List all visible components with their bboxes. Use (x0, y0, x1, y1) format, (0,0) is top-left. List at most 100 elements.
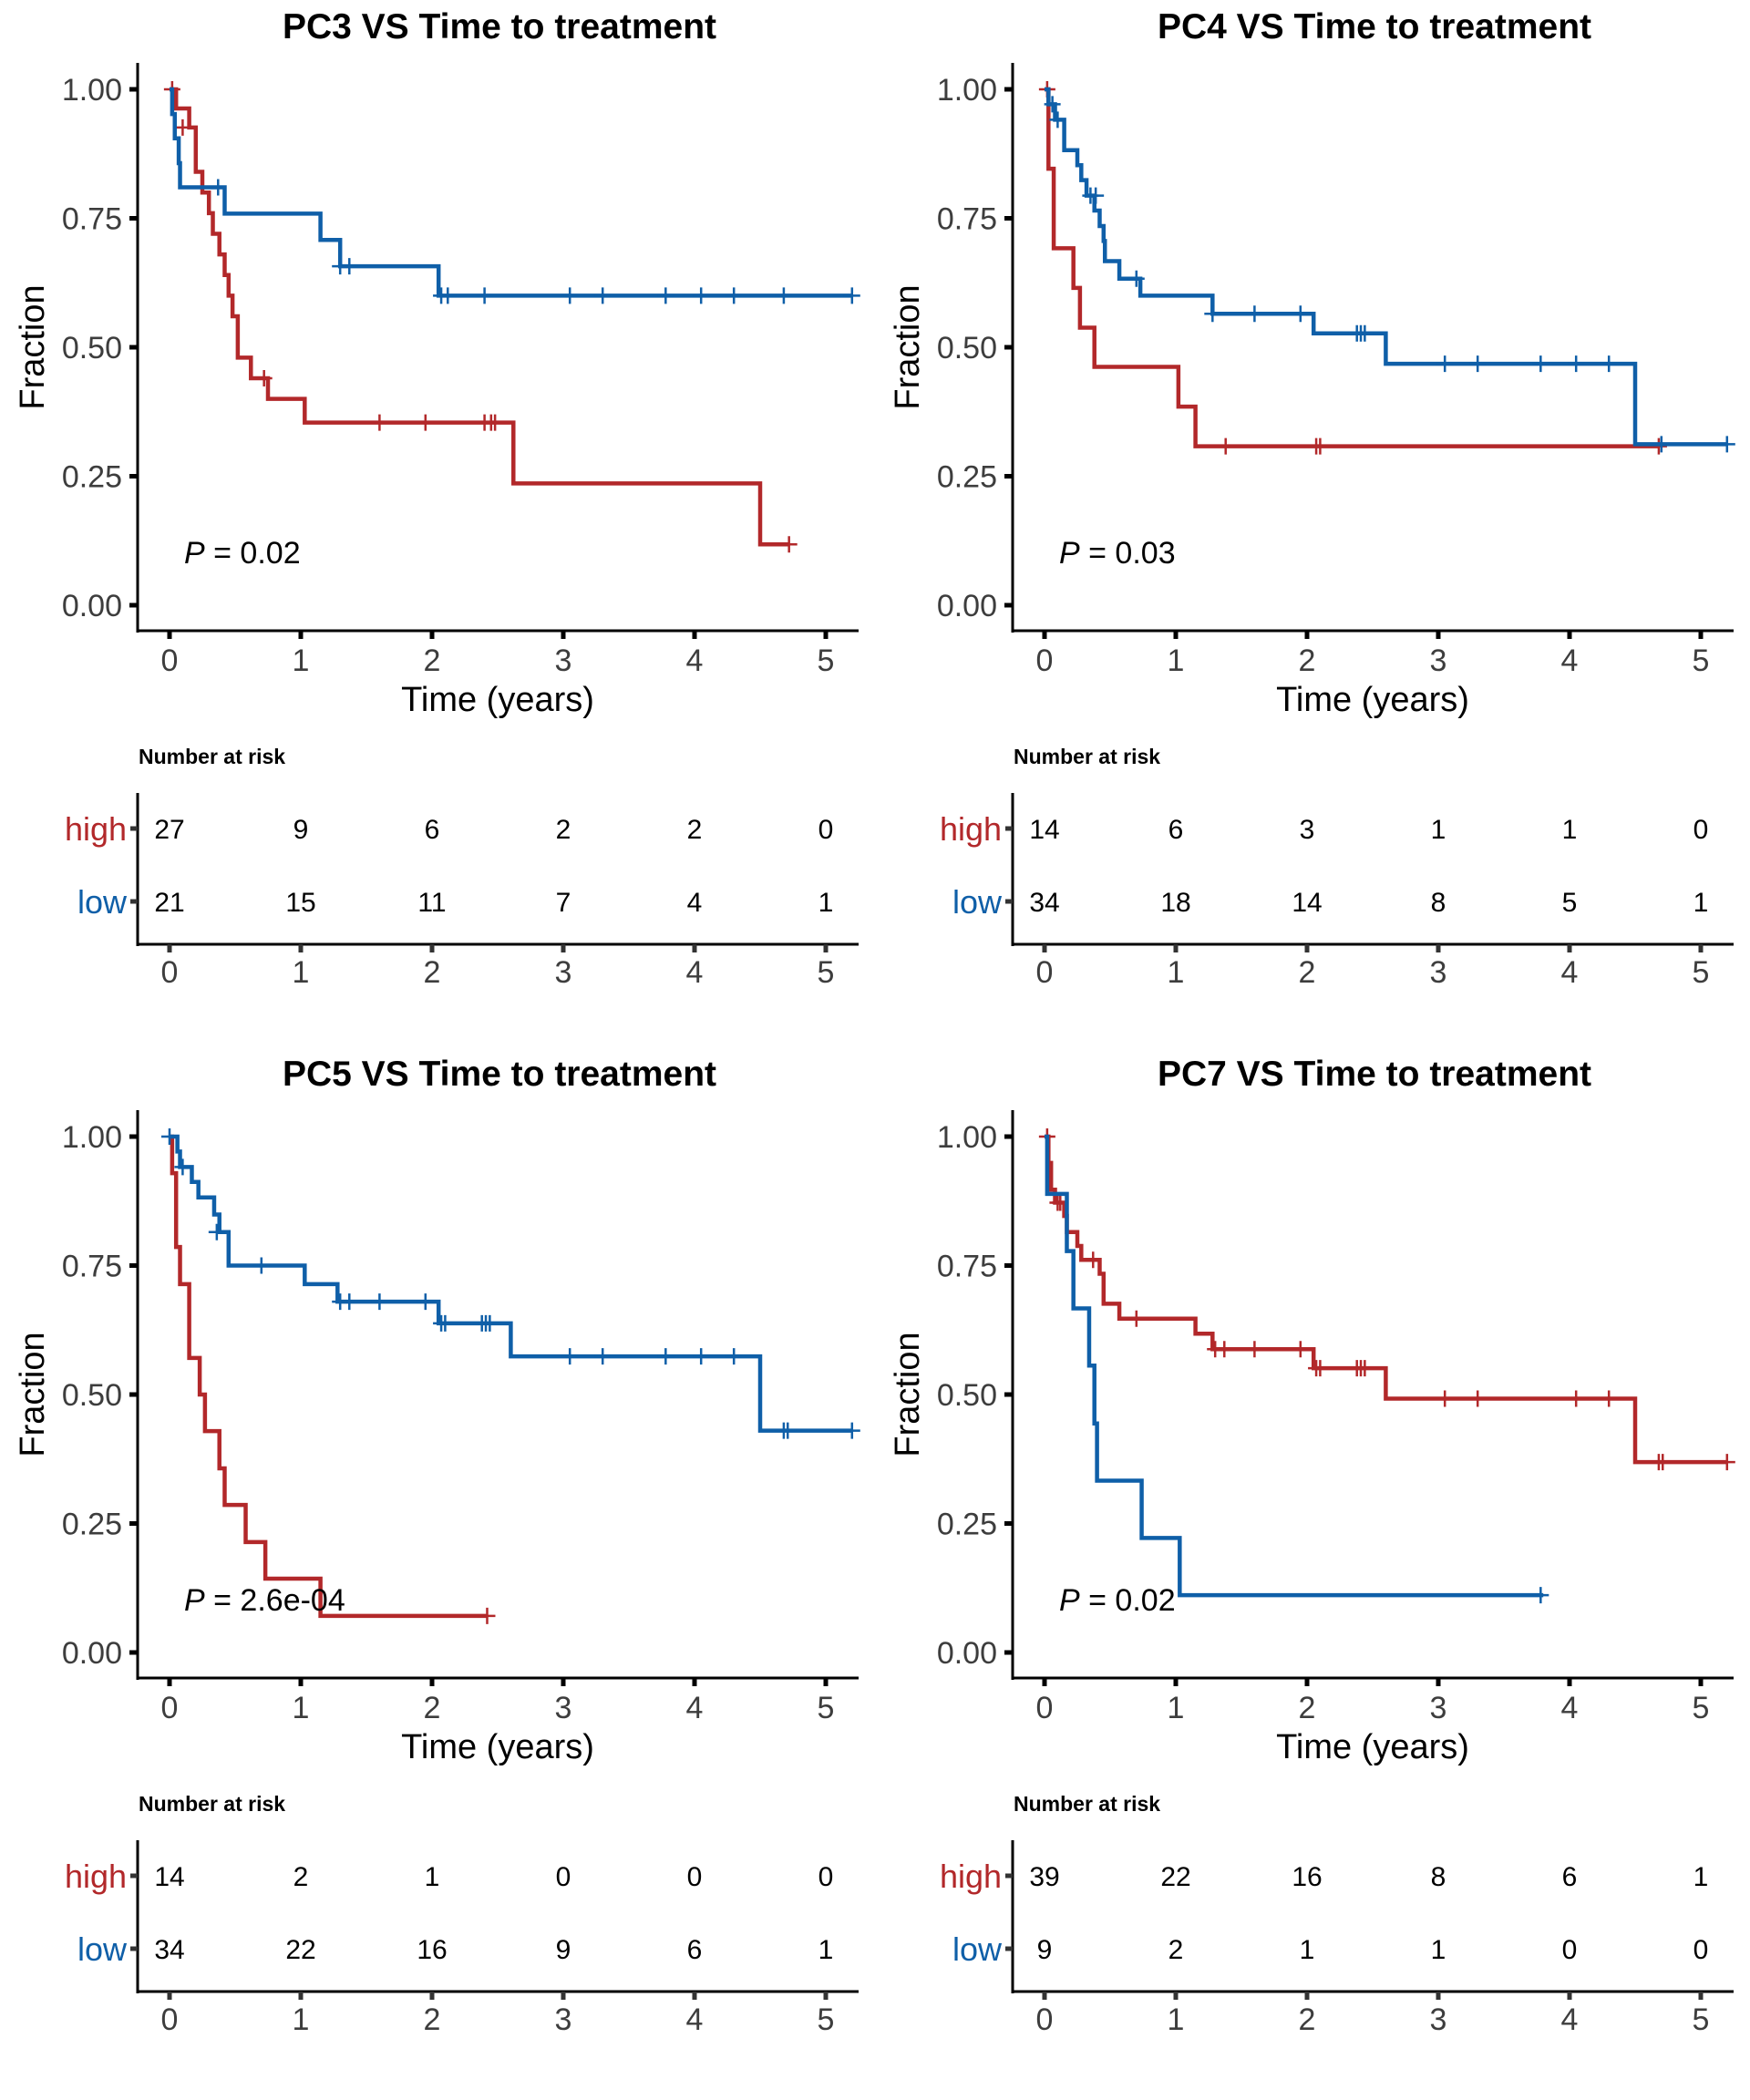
risk-x-tick-label: 2 (424, 955, 441, 990)
risk-count: 0 (1562, 1935, 1578, 1965)
censor-mark-low (561, 287, 579, 304)
risk-x-tick-label: 4 (686, 2002, 704, 2037)
risk-count: 39 (1029, 1862, 1059, 1892)
y-tick-label: 0.50 (937, 331, 997, 365)
x-tick-label: 3 (1430, 1691, 1447, 1725)
risk-count: 22 (1160, 1862, 1190, 1892)
p-label: P (184, 1583, 205, 1618)
risk-count: 1 (818, 888, 834, 918)
censor-mark-low (1204, 305, 1221, 323)
censor-mark-high (1246, 1341, 1263, 1358)
risk-count: 1 (1431, 815, 1446, 845)
censor-mark-low (341, 258, 358, 275)
risk-x-tick-label: 5 (818, 955, 835, 990)
risk-count: 7 (556, 888, 571, 918)
risk-x-tick-label: 4 (1561, 2002, 1579, 2037)
censor-mark-low (1532, 1587, 1549, 1604)
censor-mark-low (843, 287, 860, 304)
p-value: P = 0.03 (1059, 536, 1176, 571)
y-tick-label: 0.00 (62, 589, 122, 623)
x-tick-label: 0 (1036, 643, 1054, 678)
x-tick-label: 2 (1299, 1691, 1316, 1725)
risk-count: 34 (1029, 888, 1059, 918)
risk-count: 14 (154, 1862, 184, 1892)
censor-mark-low (439, 287, 457, 304)
km-panel-pc7: PC7 VS Time to treatment 0.00 0.25 0.50 0.75… (889, 1055, 1735, 2037)
y-tick-label: 1.00 (937, 1120, 997, 1155)
x-tick-label: 1 (293, 1691, 310, 1725)
censor-mark-low (1568, 355, 1585, 373)
x-axis-title: Time (years) (1276, 681, 1469, 719)
km-curve-high (1045, 1134, 1727, 1465)
risk-count: 0 (818, 815, 834, 845)
censor-mark-high (371, 414, 388, 431)
censor-mark-high (479, 1607, 496, 1624)
censor-mark-high (1601, 1390, 1618, 1407)
censor-mark-low (174, 1158, 191, 1176)
p-value: P = 0.02 (1059, 1583, 1176, 1618)
risk-count: 0 (1693, 1935, 1709, 1965)
x-tick-label: 5 (1693, 1691, 1710, 1725)
censor-mark-low (657, 1348, 674, 1365)
y-tick-label: 0.00 (62, 1636, 122, 1671)
y-tick-label: 0.50 (62, 331, 122, 365)
risk-count: 1 (1300, 1935, 1315, 1965)
y-tick-label: 0.25 (62, 460, 122, 495)
risk-count: 2 (1168, 1935, 1184, 1965)
risk-count: 16 (1292, 1862, 1322, 1892)
censor-mark-high (1356, 1360, 1374, 1377)
risk-x-tick-label: 0 (1036, 2002, 1054, 2037)
censor-mark-high (1650, 438, 1667, 455)
chart-title: PC4 VS Time to treatment (1158, 7, 1591, 46)
x-tick-label: 1 (293, 643, 310, 678)
risk-count: 14 (1029, 815, 1059, 845)
censor-mark-low (693, 1348, 710, 1365)
risk-x-tick-label: 1 (293, 2002, 310, 2037)
censor-mark-high (1292, 1341, 1309, 1358)
risk-x-tick-label: 5 (1693, 955, 1710, 990)
censor-mark-low (1127, 270, 1145, 287)
risk-table-title: Number at risk (139, 1792, 285, 1816)
km-curve-low (170, 1134, 852, 1433)
km-curve-high (1045, 87, 1659, 448)
x-axis-title: Time (years) (1276, 1728, 1469, 1766)
y-axis-title: Fraction (889, 1332, 927, 1457)
risk-group-label-high: high (65, 1858, 127, 1895)
x-tick-label: 2 (424, 1691, 441, 1725)
risk-count: 9 (1037, 1935, 1053, 1965)
risk-x-tick-label: 4 (1561, 955, 1579, 990)
censor-mark-low (726, 287, 743, 304)
y-tick-label: 0.75 (937, 1250, 997, 1284)
risk-count: 16 (417, 1935, 447, 1965)
risk-x-tick-label: 5 (1693, 2002, 1710, 2037)
chart-title: PC5 VS Time to treatment (283, 1055, 716, 1094)
risk-count: 5 (1562, 888, 1578, 918)
censor-mark-low (1469, 355, 1487, 373)
km-curve-high (170, 1134, 488, 1619)
risk-group-label-low: low (952, 883, 1003, 921)
risk-x-tick-label: 1 (1168, 2002, 1185, 2037)
km-curve-high (170, 87, 789, 547)
risk-count: 6 (687, 1935, 703, 1965)
censor-mark-high (780, 536, 798, 553)
censor-mark-low (594, 287, 612, 304)
y-tick-label: 0.75 (62, 202, 122, 237)
risk-count: 1 (1693, 1862, 1709, 1892)
y-tick-label: 1.00 (937, 73, 997, 108)
censor-mark-low (693, 287, 710, 304)
p-label: P (1059, 536, 1080, 571)
x-tick-label: 5 (1693, 643, 1710, 678)
censor-mark-low (779, 1422, 797, 1439)
y-tick-label: 0.25 (937, 460, 997, 495)
risk-group-label-high: high (940, 1858, 1002, 1895)
risk-count: 27 (154, 815, 184, 845)
censor-mark-low (161, 1128, 178, 1145)
risk-group-label-high: high (65, 810, 127, 848)
risk-x-tick-label: 0 (161, 2002, 179, 2037)
censor-mark-high (174, 118, 191, 136)
x-tick-label: 0 (161, 1691, 179, 1725)
y-tick-label: 0.50 (62, 1378, 122, 1413)
x-tick-label: 2 (424, 643, 441, 678)
risk-count: 1 (1562, 815, 1578, 845)
censor-mark-low (1087, 187, 1105, 204)
